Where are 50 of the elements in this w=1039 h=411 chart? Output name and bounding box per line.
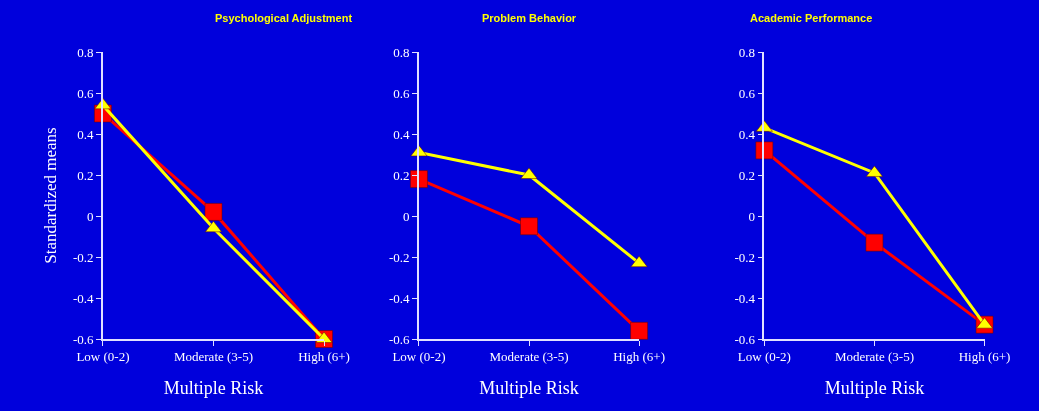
y-tick-label: -0.6 bbox=[72, 331, 95, 347]
y-tick-label: 0.4 bbox=[393, 126, 411, 142]
x-axis-title: Multiple Risk bbox=[479, 377, 579, 398]
point bbox=[410, 170, 428, 188]
y-tick-label: 0.6 bbox=[77, 85, 95, 101]
point bbox=[756, 120, 773, 132]
y-tick-label: 0.4 bbox=[738, 126, 756, 142]
point bbox=[866, 165, 883, 177]
x-tick-label: Low (0-2) bbox=[392, 349, 446, 365]
y-tick-label: 0 bbox=[403, 208, 410, 224]
x-axis-title: Multiple Risk bbox=[824, 377, 925, 398]
y-tick-label: -0.2 bbox=[388, 249, 410, 265]
y-tick-label: 0.4 bbox=[77, 126, 95, 142]
point bbox=[204, 203, 223, 221]
x-tick-label: Moderate (3-5) bbox=[834, 349, 914, 365]
y-tick-label: -0.4 bbox=[734, 290, 756, 306]
chart-title: Psychological Adjustment bbox=[215, 12, 353, 24]
y-tick-label: -0.2 bbox=[72, 249, 94, 265]
x-tick-label: Low (0-2) bbox=[76, 349, 130, 365]
y-tick-label: 0.8 bbox=[738, 44, 756, 60]
y-tick-label: 0.2 bbox=[738, 167, 756, 183]
y-tick-label: -0.6 bbox=[734, 331, 756, 347]
y-tick-label: 0.2 bbox=[393, 167, 410, 183]
y-axis-title: Standardized means bbox=[41, 127, 61, 264]
y-tick-label: 0.2 bbox=[77, 167, 94, 183]
x-tick-label: Moderate (3-5) bbox=[173, 349, 254, 365]
x-tick-label: Moderate (3-5) bbox=[489, 349, 569, 365]
y-tick-label: -0.2 bbox=[734, 249, 756, 265]
x-tick-label: High (6+) bbox=[958, 349, 1011, 365]
y-tick-label: 0.6 bbox=[393, 85, 411, 101]
chart-title: Academic Performance bbox=[750, 12, 873, 24]
y-tick-label: -0.4 bbox=[388, 290, 411, 306]
point bbox=[630, 322, 648, 340]
x-tick-label: High (6+) bbox=[298, 349, 350, 365]
point bbox=[976, 317, 993, 329]
chart-title: Problem Behavior bbox=[482, 12, 577, 24]
y-tick-label: 0.8 bbox=[393, 44, 410, 60]
y-tick-label: 0 bbox=[87, 208, 94, 224]
point bbox=[755, 141, 774, 160]
point bbox=[865, 233, 884, 252]
point bbox=[520, 217, 538, 235]
y-tick-label: -0.4 bbox=[72, 290, 95, 306]
y-tick-label: -0.6 bbox=[388, 331, 411, 347]
x-tick-label: Low (0-2) bbox=[737, 349, 791, 365]
y-tick-label: 0.6 bbox=[738, 85, 756, 101]
x-axis-title: Multiple Risk bbox=[163, 377, 264, 398]
x-tick-label: High (6+) bbox=[613, 349, 665, 365]
y-tick-label: 0 bbox=[748, 208, 756, 224]
point bbox=[205, 221, 222, 233]
y-tick-label: 0.8 bbox=[77, 44, 94, 60]
